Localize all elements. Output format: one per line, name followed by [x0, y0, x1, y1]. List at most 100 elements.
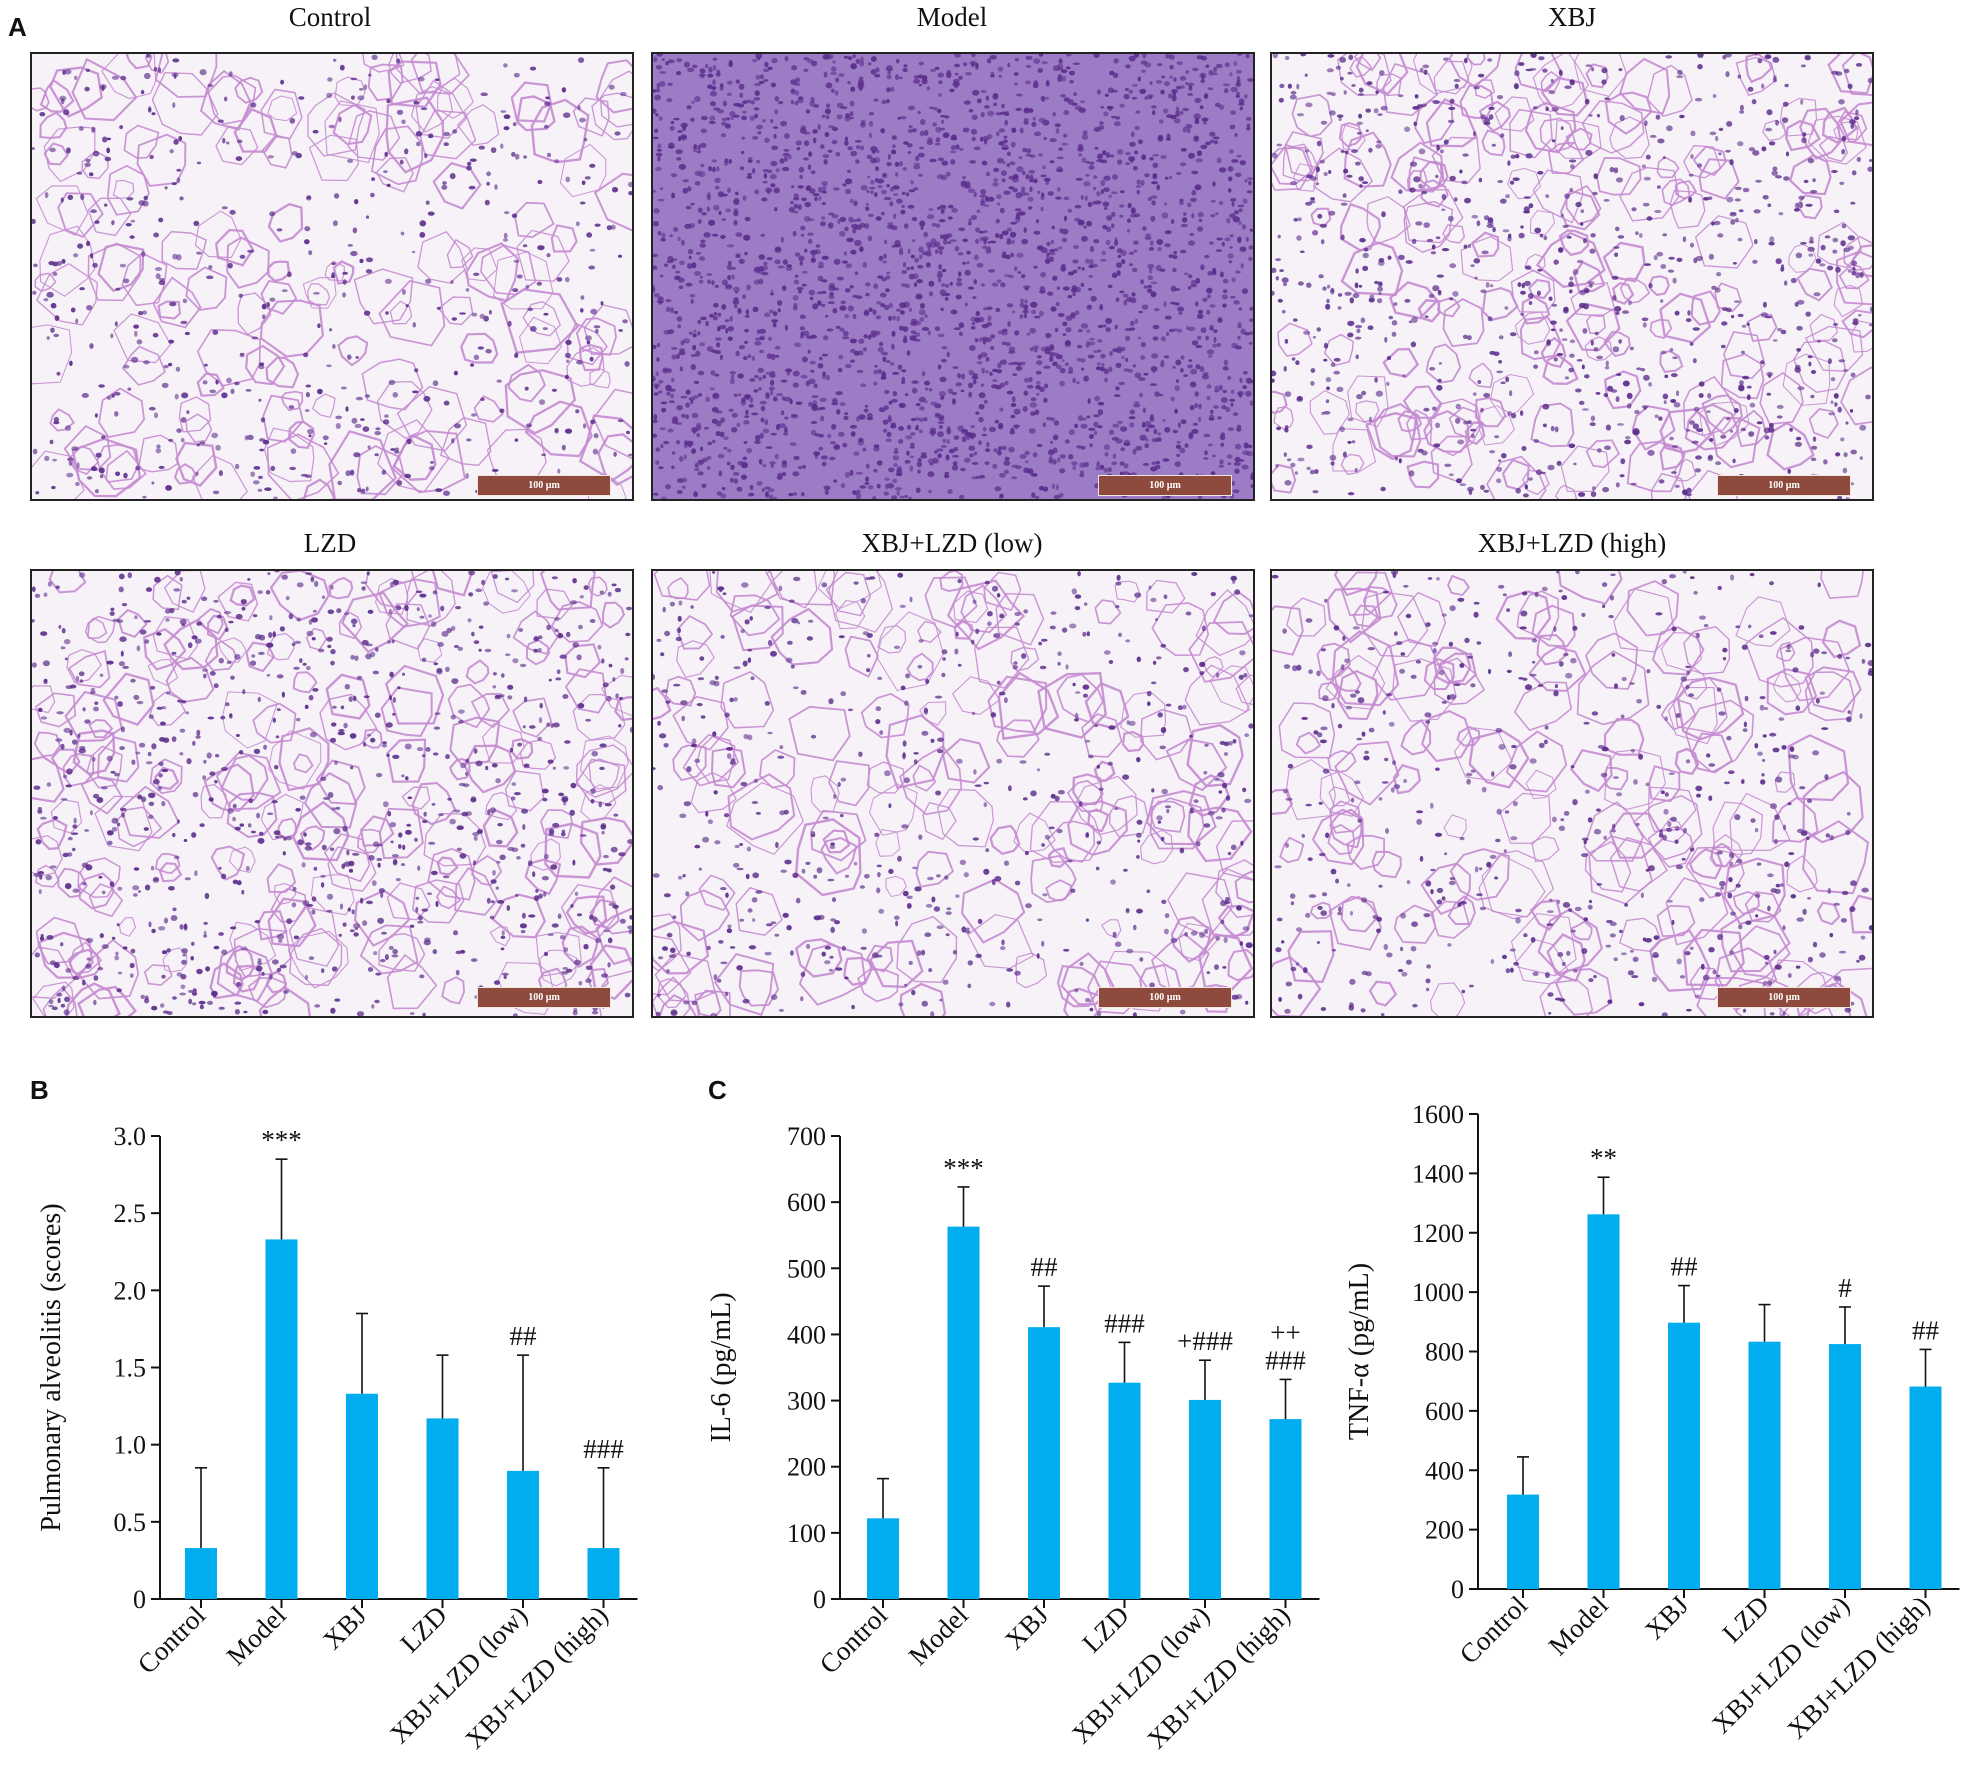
panel-label-a: A	[8, 12, 27, 42]
bar-lzd	[1748, 1341, 1781, 1589]
y-tick-label: 1400	[1412, 1159, 1464, 1188]
tissue-texture	[653, 571, 1253, 1016]
x-tick-label: XBJ+LZD (high)	[1141, 1600, 1295, 1754]
bar-xbj-lzd-low-	[507, 1470, 539, 1599]
y-tick-label: 0	[1451, 1575, 1464, 1604]
y-axis-label: Pulmonary alveolitis (scores)	[36, 1203, 67, 1531]
significance-label: ###	[1265, 1345, 1306, 1375]
y-tick-label: 1000	[1412, 1278, 1464, 1307]
bar-lzd	[1108, 1382, 1141, 1599]
significance-label: ##	[1671, 1252, 1699, 1282]
y-tick-label: 1200	[1412, 1219, 1464, 1248]
x-tick-label: XBJ+LZD (low)	[1066, 1600, 1215, 1749]
y-tick-label: 400	[787, 1320, 826, 1349]
significance-label: ##	[1031, 1252, 1059, 1282]
y-tick-label: 1600	[1412, 1100, 1464, 1129]
scale-bar: 100 µm	[1717, 987, 1851, 1008]
x-tick-label: LZD	[1716, 1590, 1774, 1648]
y-tick-label: 3.0	[114, 1122, 147, 1151]
bar-xbj-lzd-high-	[587, 1548, 620, 1599]
significance-label: +###	[1177, 1326, 1233, 1356]
significance-label: **	[1590, 1143, 1617, 1173]
significance-label: ***	[943, 1153, 984, 1183]
y-tick-label: 0	[133, 1585, 146, 1614]
x-tick-label: Model	[903, 1600, 974, 1671]
y-tick-label: 1.5	[114, 1354, 147, 1383]
micrograph-title-lzd: LZD	[303, 528, 357, 558]
y-tick-label: 800	[1425, 1338, 1464, 1367]
significance-label: ##	[510, 1321, 538, 1351]
x-tick-label: XBJ+LZD (low)	[1706, 1590, 1855, 1739]
significance-label: ##	[1912, 1315, 1940, 1345]
bar-xbj-lzd-high-	[1909, 1386, 1942, 1589]
bar-control	[867, 1518, 899, 1599]
bar-model	[265, 1239, 298, 1599]
significance-label: #	[1838, 1273, 1852, 1303]
significance-label: ***	[261, 1125, 302, 1155]
significance-label: ++	[1270, 1317, 1300, 1347]
y-tick-label: 200	[1425, 1516, 1464, 1545]
significance-label: ###	[1104, 1308, 1145, 1338]
y-tick-label: 500	[787, 1254, 826, 1283]
micrograph-model: 100 µm	[651, 52, 1255, 501]
x-tick-label: Model	[221, 1600, 292, 1671]
bar-xbj	[1028, 1327, 1060, 1599]
y-tick-label: 2.5	[114, 1199, 147, 1228]
y-tick-label: 0.5	[114, 1508, 147, 1537]
bar-control	[185, 1548, 217, 1599]
panel-label-b: B	[30, 1075, 49, 1105]
x-tick-label: XBJ	[1639, 1590, 1694, 1645]
micrograph-lzd: 100 µm	[30, 569, 634, 1018]
y-tick-label: 1.0	[114, 1431, 147, 1460]
micrograph-xbj: 100 µm	[1270, 52, 1874, 501]
y-tick-label: 600	[787, 1188, 826, 1217]
bar-xbj	[1668, 1322, 1700, 1589]
x-tick-label: Model	[1543, 1590, 1614, 1661]
bar-xbj-lzd-high-	[1269, 1419, 1302, 1599]
x-tick-label: LZD	[1076, 1600, 1134, 1658]
y-tick-label: 600	[1425, 1397, 1464, 1426]
significance-label: ###	[583, 1434, 624, 1464]
micrograph-control: 100 µm	[30, 52, 634, 501]
micrograph-title-xbj-lzd-low: XBJ+LZD (low)	[861, 528, 1043, 558]
bar-chart-tnfa: 0 200 400 600 800 1000 1200 1400 1600 TNF-α (pg/m…	[1344, 1100, 1960, 1745]
bar-chart-alveolitis: 0 0.5 1.0 1.5 2.0 2.5 3.0 Pulmonary alveolitis …	[36, 1122, 638, 1755]
micrograph-title-control: Control	[288, 2, 372, 32]
tissue-texture	[653, 54, 1253, 499]
micrograph-title-xbj: XBJ	[1547, 2, 1596, 32]
y-tick-label: 2.0	[114, 1276, 147, 1305]
x-tick-label: XBJ	[999, 1600, 1054, 1655]
scale-bar: 100 µm	[1098, 475, 1232, 496]
x-tick-label: XBJ+LZD (high)	[1781, 1590, 1935, 1744]
micrograph-xbj-lzd-low: 100 µm	[651, 569, 1255, 1018]
x-tick-label: XBJ+LZD (high)	[459, 1600, 613, 1754]
bar-model	[947, 1226, 980, 1599]
y-tick-label: 0	[813, 1585, 826, 1614]
scale-bar: 100 µm	[477, 475, 611, 496]
micrograph-title-xbj-lzd-high: XBJ+LZD (high)	[1477, 528, 1667, 558]
y-tick-label: 700	[787, 1122, 826, 1151]
scale-bar: 100 µm	[477, 987, 611, 1008]
tissue-texture	[1272, 571, 1872, 1016]
bar-control	[1507, 1494, 1539, 1589]
bar-lzd	[426, 1418, 459, 1599]
tissue-texture	[32, 54, 632, 499]
y-tick-label: 100	[787, 1519, 826, 1548]
x-tick-label: Control	[1454, 1590, 1534, 1670]
bar-model	[1587, 1214, 1620, 1589]
bar-xbj	[346, 1393, 378, 1599]
bar-xbj-lzd-low-	[1829, 1344, 1861, 1589]
y-tick-label: 200	[787, 1453, 826, 1482]
y-tick-label: 300	[787, 1387, 826, 1416]
x-tick-label: XBJ+LZD (low)	[384, 1600, 533, 1749]
micrograph-xbj-lzd-high: 100 µm	[1270, 569, 1874, 1018]
x-tick-label: XBJ	[317, 1600, 372, 1655]
tissue-texture	[1272, 54, 1872, 499]
y-tick-label: 400	[1425, 1456, 1464, 1485]
panel-label-c: C	[708, 1075, 727, 1105]
y-axis-label: TNF-α (pg/mL)	[1344, 1263, 1375, 1440]
micrograph-title-model: Model	[916, 2, 988, 32]
y-axis-label: IL-6 (pg/mL)	[706, 1292, 737, 1442]
bar-xbj-lzd-low-	[1189, 1399, 1221, 1599]
